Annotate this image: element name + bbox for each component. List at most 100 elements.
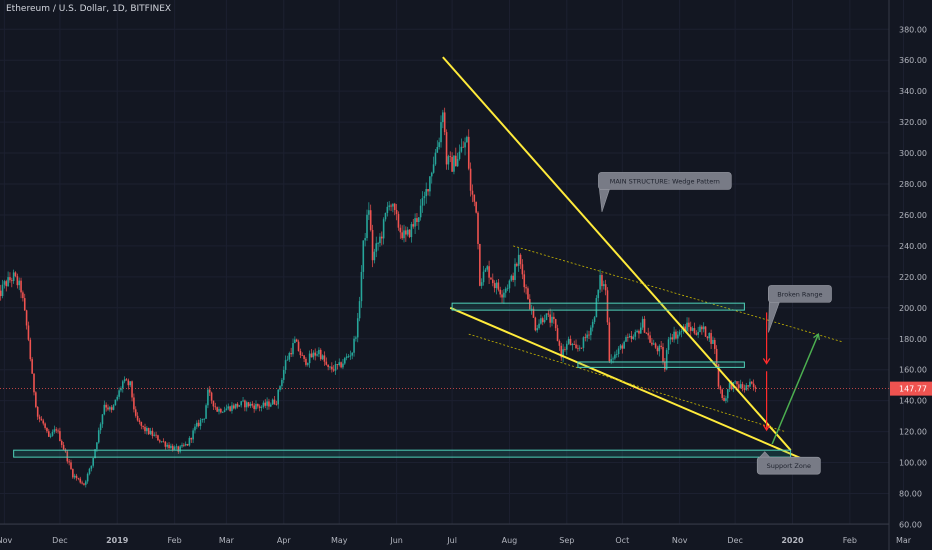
candle-body <box>11 280 13 282</box>
time-axis[interactable]: Nov Dec 2019 Feb Mar Apr May Jun Jul Aug Sep Oct Nov… <box>0 536 912 545</box>
price-tick-label: 200.00 <box>899 304 927 313</box>
candle-body <box>603 284 605 287</box>
candle-body <box>99 424 102 431</box>
candle-body <box>506 288 509 290</box>
candle-body <box>92 458 94 466</box>
candle-body <box>419 205 422 218</box>
candle-body <box>51 431 54 436</box>
candle-body <box>556 328 559 341</box>
candle-body <box>671 337 674 340</box>
candle-body <box>86 473 89 482</box>
candle-body <box>5 281 8 287</box>
candle-body <box>514 263 516 281</box>
candle-body <box>336 364 339 365</box>
candle-body <box>508 280 511 289</box>
candle-body <box>233 405 235 409</box>
candle-body <box>379 236 381 244</box>
time-tick-label: Mar <box>219 536 235 545</box>
candle-body <box>675 331 677 339</box>
candle-body <box>462 146 464 148</box>
candle-body <box>501 294 503 298</box>
candle-body <box>227 406 230 409</box>
candle-body <box>25 310 28 326</box>
candle-body <box>103 404 106 415</box>
candle-body <box>127 380 130 386</box>
price-tick-label: 60.00 <box>899 520 922 529</box>
candle-body <box>532 308 535 318</box>
candle-body <box>203 418 205 420</box>
candle-body <box>270 404 272 407</box>
candle-body <box>741 384 744 389</box>
candle-body <box>181 444 183 447</box>
candle-body <box>253 405 255 410</box>
candle-body <box>212 400 215 407</box>
candle-body <box>97 430 100 443</box>
candle-body <box>595 298 598 318</box>
candle-body <box>134 409 137 416</box>
candle-body <box>281 379 283 387</box>
candle-body <box>38 416 41 419</box>
candle-body <box>9 277 11 281</box>
candle-body <box>447 156 450 165</box>
candle-body <box>662 347 664 363</box>
candle-body <box>719 386 722 390</box>
candle-body <box>120 388 122 391</box>
candle-body <box>455 155 457 167</box>
candle-body <box>101 414 104 425</box>
broken-range-arrow-bottom-head <box>762 424 771 432</box>
candle-body <box>288 352 291 360</box>
candle-body <box>593 317 596 322</box>
candle-body <box>81 482 83 484</box>
candle-body <box>688 322 690 327</box>
candle-body <box>473 194 476 202</box>
candle-body <box>388 205 390 207</box>
candle-body <box>197 422 200 427</box>
time-tick-label: Feb <box>168 536 182 545</box>
candle-body <box>168 444 170 449</box>
candle-body <box>22 292 24 299</box>
candle-body <box>308 353 311 364</box>
candle-body <box>440 122 442 143</box>
candle-body <box>290 352 292 355</box>
candle-body <box>109 407 111 410</box>
candle-body <box>371 229 374 261</box>
candle-body <box>754 387 757 389</box>
candle-body <box>249 403 252 407</box>
candle-body <box>745 385 748 390</box>
channel-line <box>513 245 843 343</box>
candle-body <box>416 218 418 223</box>
candle-body <box>577 348 579 350</box>
candle-body <box>255 404 257 410</box>
price-axis[interactable]: 60.00 80.00 100.00 120.00 140.00 160.00 180.00… <box>899 25 927 529</box>
candle-body <box>554 319 557 329</box>
candle-body <box>582 337 585 348</box>
candle-body <box>728 382 731 390</box>
candle-body <box>477 212 479 244</box>
candle-body <box>723 397 725 401</box>
candle-body <box>615 354 618 355</box>
candle-body <box>155 434 157 436</box>
candle-body <box>669 337 672 340</box>
candle-body <box>118 390 120 397</box>
candle-body <box>83 483 85 485</box>
candle-body <box>490 277 492 280</box>
callout-label: MAIN STRUCTURE: Wedge Pattern <box>610 177 720 185</box>
candle-body <box>29 339 32 360</box>
candle-body <box>621 345 624 349</box>
support-zone-box <box>13 449 792 458</box>
price-tick-label: 180.00 <box>899 335 927 344</box>
candle-body <box>726 389 729 399</box>
candle-body <box>110 407 113 410</box>
candle-body <box>242 400 244 402</box>
candle-body <box>401 232 403 239</box>
chart-title: Ethereum / U.S. Dollar, 1D, BITFINEX <box>6 4 172 14</box>
candle-body <box>146 428 148 432</box>
candle-body <box>66 451 69 462</box>
time-tick-label: Aug <box>502 536 518 545</box>
candle-body <box>442 112 444 123</box>
candle-body <box>338 362 341 365</box>
price-tick-label: 260.00 <box>899 211 927 220</box>
candle-body <box>105 404 107 408</box>
candle-body <box>53 429 56 432</box>
